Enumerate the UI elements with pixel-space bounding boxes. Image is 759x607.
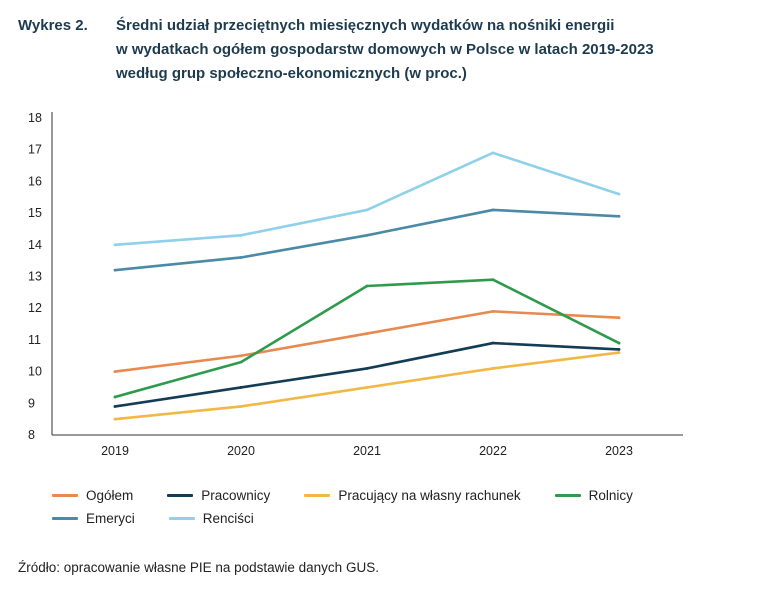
data-point-pracownicy-2021 [365,367,369,370]
legend-label: Rolnicy [588,488,633,503]
legend-label: Pracujący na własny rachunek [338,488,521,503]
legend-item: Ogółem [52,488,133,503]
data-point-pracujacy-na-wlasny-rachunek-2023 [617,351,621,354]
data-point-emeryci-2022 [491,208,495,212]
legend-swatch [167,494,194,497]
data-point-rolnicy-2020 [239,360,243,364]
data-point-pracujacy-na-wlasny-rachunek-2019 [113,417,117,421]
legend-row-1: Ogółem Pracownicy Pracujący na własny rach… [52,484,732,507]
data-point-rencisci-2020 [239,233,243,237]
data-point-ogolem-2021 [365,332,369,335]
data-point-ogolem-2022 [491,309,495,313]
chart-title-row-2: w wydatkach ogółem gospodarstw domowych … [18,38,748,62]
data-point-pracownicy-2020 [239,386,243,389]
chart-title-line-1: Średni udział przeciętnych miesięcznych … [116,17,615,34]
data-point-rolnicy-2023 [617,341,621,345]
chart-title-line-2: w wydatkach ogółem gospodarstw domowych … [116,41,654,58]
legend-label: Pracownicy [201,488,271,503]
chart-title-block: Wykres 2. Średni udział przeciętnych mie… [18,14,748,86]
data-point-pracownicy-2023 [617,348,621,351]
data-point-rolnicy-2019 [113,395,117,399]
legend-item: Renciści [168,511,254,526]
data-point-rolnicy-2022 [491,278,495,282]
legend-swatch [304,494,331,497]
chart-number-label: Wykres 2. [18,17,88,34]
data-point-rolnicy-2021 [365,284,369,288]
x-tick-label-2023: 2023 [605,444,633,458]
chart-title-row-1: Wykres 2. Średni udział przeciętnych mie… [18,14,748,38]
x-tick-label-2020: 2020 [227,444,255,458]
data-point-emeryci-2023 [617,214,621,218]
y-tick-label-10: 10 [28,365,42,379]
data-point-ogolem-2019 [113,370,117,373]
x-tick-label-2022: 2022 [479,444,507,458]
chart-legend: Ogółem Pracownicy Pracujący na własny rach… [52,484,732,530]
data-point-rencisci-2022 [491,151,495,155]
legend-item: Emeryci [52,511,135,526]
series-line-rencisci [113,151,621,247]
legend-swatch [52,517,78,520]
data-point-pracownicy-2019 [113,405,117,408]
x-tick-label-2019: 2019 [101,444,129,458]
data-point-pracujacy-na-wlasny-rachunek-2022 [491,367,495,370]
legend-item: Pracujący na własny rachunek [304,488,521,503]
y-tick-label-9: 9 [28,396,35,410]
data-point-emeryci-2019 [113,268,117,272]
chart-title-row-3: według grup społeczno-ekonomicznych (w p… [18,62,748,86]
data-point-ogolem-2020 [239,354,243,358]
series-line-rolnicy [113,278,621,399]
y-tick-label-17: 17 [28,143,42,157]
x-tick-label-2021: 2021 [353,444,381,458]
data-point-emeryci-2020 [239,256,243,259]
legend-label: Emeryci [86,511,135,526]
data-point-ogolem-2023 [617,316,621,320]
data-point-pracownicy-2022 [491,341,495,345]
data-point-pracujacy-na-wlasny-rachunek-2021 [365,386,369,389]
y-tick-label-11: 11 [28,333,41,347]
legend-label: Renciści [202,511,254,526]
legend-row-2: Emeryci Renciści [52,507,732,530]
legend-item: Pracownicy [167,488,270,503]
y-tick-label-14: 14 [28,238,42,252]
y-tick-label-16: 16 [28,174,42,188]
legend-swatch [168,517,195,520]
legend-swatch [52,494,78,497]
data-point-rencisci-2021 [365,208,369,212]
legend-swatch [554,494,581,497]
data-point-emeryci-2021 [365,233,369,237]
data-point-rencisci-2023 [617,192,621,196]
line-chart: 8 9 10 11 12 13 14 15 16 17 18 2019 2020 2021 2022 2023 [28,111,683,458]
chart-title-line-3: według grup społeczno-ekonomicznych (w p… [116,65,467,82]
source-note: Źródło: opracowanie własne PIE na podsta… [18,560,379,575]
y-tick-label-12: 12 [28,301,42,315]
legend-label: Ogółem [86,488,134,503]
y-tick-label-18: 18 [28,111,42,125]
y-tick-label-8: 8 [28,428,35,442]
data-point-rencisci-2019 [113,243,117,247]
data-point-pracujacy-na-wlasny-rachunek-2020 [239,405,243,408]
y-tick-label-13: 13 [28,270,42,284]
legend-item: Rolnicy [554,488,633,503]
y-tick-label-15: 15 [28,206,42,220]
